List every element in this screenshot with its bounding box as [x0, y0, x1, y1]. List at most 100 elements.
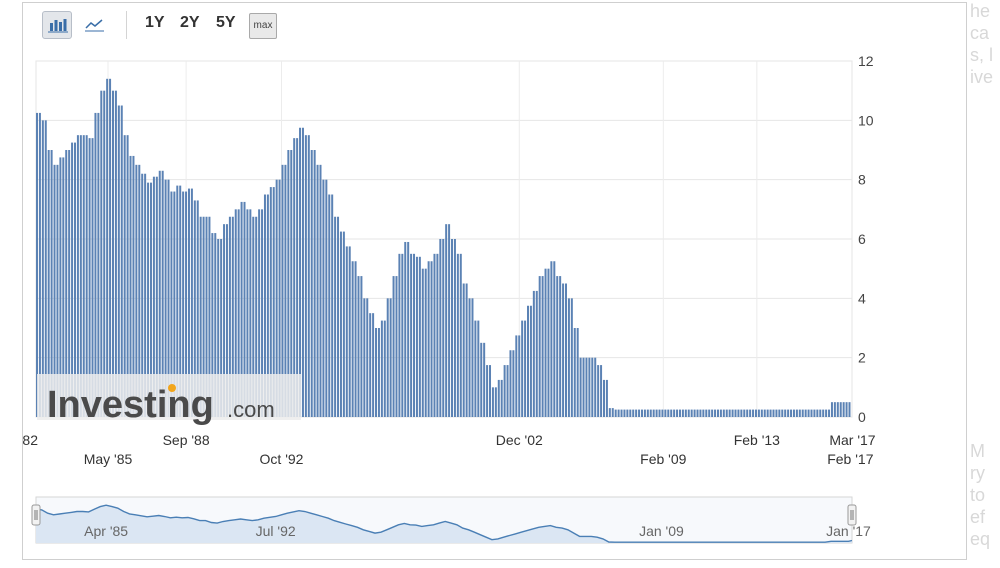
- bar: [296, 138, 299, 417]
- bleed-text: M: [970, 441, 985, 461]
- bar: [144, 173, 147, 417]
- bar: [608, 408, 611, 417]
- bleed-text: [970, 418, 1000, 440]
- bar: [94, 112, 97, 418]
- bar: [319, 164, 322, 417]
- bar: [570, 298, 573, 417]
- bar: [798, 409, 801, 417]
- bar: [85, 135, 88, 417]
- bar: [512, 350, 515, 417]
- bar: [731, 409, 734, 417]
- bar: [348, 246, 351, 417]
- bar: [591, 357, 594, 417]
- bar: [766, 409, 769, 417]
- bar: [795, 409, 798, 417]
- bar: [281, 164, 284, 417]
- bar: [380, 320, 383, 417]
- bar: [158, 170, 161, 417]
- bar: [243, 201, 246, 417]
- bar: [211, 233, 214, 417]
- bleed-text: [970, 352, 1000, 374]
- bar: [404, 241, 407, 417]
- bar: [208, 216, 211, 417]
- bar: [532, 290, 535, 417]
- range-5y-button[interactable]: 5Y: [216, 14, 236, 31]
- bleed-text: [970, 242, 1000, 264]
- navigator-left-handle[interactable]: [31, 504, 41, 526]
- bar: [521, 320, 524, 417]
- bar: [328, 194, 331, 417]
- bar: [345, 246, 348, 417]
- bar: [41, 120, 44, 417]
- range-2y-button[interactable]: 2Y: [180, 14, 200, 31]
- bar: [269, 187, 272, 417]
- bar: [825, 409, 828, 417]
- bleed-text: to: [970, 485, 986, 505]
- bar: [47, 150, 50, 417]
- bar: [199, 216, 202, 417]
- bar: [430, 261, 433, 417]
- bleed-text: ca: [970, 23, 990, 43]
- range-1y-button[interactable]: 1Y: [145, 14, 165, 31]
- bar: [407, 241, 410, 417]
- navigator-right-handle[interactable]: [847, 504, 857, 526]
- bar: [354, 261, 357, 417]
- bar: [135, 164, 138, 417]
- bar: [524, 320, 527, 417]
- bar: [132, 155, 135, 417]
- bar: [106, 78, 109, 418]
- bar: [220, 239, 223, 417]
- bar: [781, 409, 784, 417]
- bar: [448, 224, 451, 417]
- bar: [705, 409, 708, 417]
- bleed-text: ive: [970, 67, 994, 87]
- bar: [740, 409, 743, 417]
- bar: [129, 155, 132, 417]
- toolbar-separator: [126, 11, 127, 39]
- bleed-text: [970, 132, 1000, 154]
- bar: [477, 320, 480, 417]
- bar: [103, 90, 106, 417]
- bar: [716, 409, 719, 417]
- y-tick-label: 10: [858, 112, 874, 128]
- bar: [556, 276, 559, 417]
- bar: [468, 298, 471, 417]
- bar: [597, 365, 600, 417]
- bar: [299, 127, 302, 417]
- navigator[interactable]: Apr '85 Jul '92 Jan '09 Jan '17: [31, 496, 871, 544]
- bar: [582, 357, 585, 417]
- bar: [301, 127, 304, 417]
- bar: [588, 357, 591, 417]
- bar: [59, 157, 62, 417]
- y-tick-label: 0: [858, 409, 866, 425]
- bar: [784, 409, 787, 417]
- bar: [307, 135, 310, 417]
- bar: [757, 409, 760, 417]
- bar: [693, 409, 696, 417]
- bar: [68, 150, 71, 417]
- bar: [310, 150, 313, 417]
- line-chart-icon: [85, 19, 104, 32]
- bar: [638, 409, 641, 417]
- bar: [503, 365, 506, 417]
- y-tick-label: 8: [858, 172, 866, 188]
- bar: [670, 409, 673, 417]
- bar: [725, 409, 728, 417]
- range-max-button[interactable]: max: [249, 13, 277, 39]
- bar-chart-button[interactable]: [42, 11, 72, 39]
- line-chart-button[interactable]: [80, 11, 110, 39]
- bar: [111, 90, 114, 417]
- bleed-text: ry: [970, 463, 985, 483]
- bar: [246, 209, 249, 417]
- x-tick-label: Feb '13: [734, 432, 780, 448]
- x-tick-label: Dec '02: [496, 432, 543, 448]
- bar: [290, 150, 293, 417]
- bleed-text: [970, 308, 1000, 330]
- bar: [185, 191, 188, 417]
- bar: [293, 138, 296, 417]
- bleed-text: [970, 396, 1000, 418]
- bar: [386, 298, 389, 417]
- bar: [620, 409, 623, 417]
- navigator-line: [35, 504, 853, 543]
